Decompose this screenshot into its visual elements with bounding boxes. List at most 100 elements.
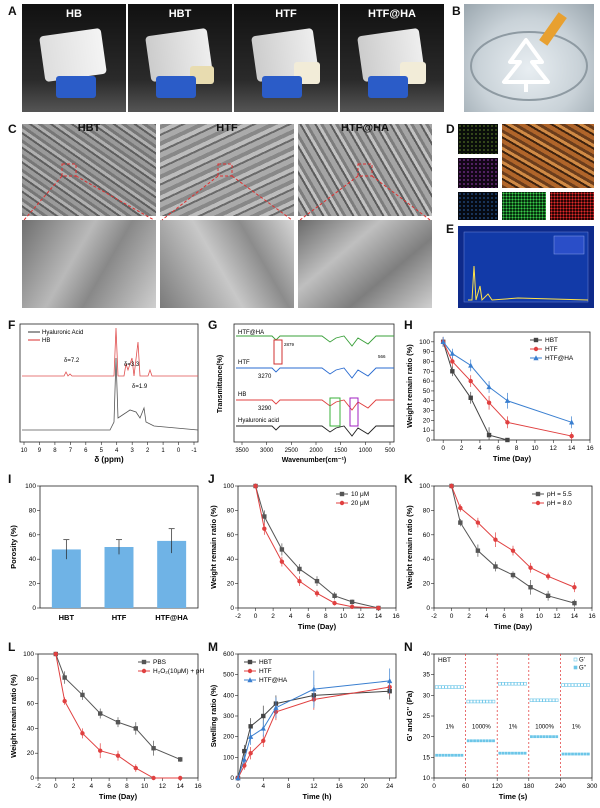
data-point xyxy=(569,419,575,425)
data-point xyxy=(314,591,320,596)
annotation: 2879 xyxy=(284,342,295,347)
data-point xyxy=(510,682,515,686)
data-point xyxy=(507,751,511,755)
data-point xyxy=(572,600,577,606)
data-point xyxy=(449,483,454,489)
data-point xyxy=(545,593,551,598)
data-point xyxy=(248,724,253,729)
data-point xyxy=(479,739,483,743)
eds-map-p xyxy=(550,192,594,220)
data-point xyxy=(450,685,455,689)
data-point xyxy=(520,751,524,755)
x-tick-label: -2 xyxy=(431,613,437,620)
data-point xyxy=(454,753,457,757)
legend-swatch xyxy=(573,657,578,662)
x-tick-label: 2 xyxy=(146,448,150,454)
data-point xyxy=(530,735,533,739)
panel-label-h: H xyxy=(404,318,413,332)
y-axis-label: Weight remain ratio (%) xyxy=(405,344,414,428)
chart-h: 0 2 4 6 8 10 12 14 16 0 10 20 30 40 50 60 70 80 90 100 Time … xyxy=(405,331,594,463)
data-point xyxy=(491,699,496,704)
series-g-double-prime xyxy=(435,735,590,757)
data-point xyxy=(62,698,67,704)
series-label: HTF xyxy=(238,360,250,366)
data-point xyxy=(486,400,492,405)
x-tick-label: 14 xyxy=(571,613,579,620)
data-point xyxy=(141,659,147,665)
data-point xyxy=(80,692,85,698)
gel-icon xyxy=(190,66,214,84)
data-point xyxy=(349,604,355,609)
data-point xyxy=(247,668,253,674)
x-tick-label: 4 xyxy=(90,783,94,790)
x-tick-label: 0 xyxy=(177,448,181,454)
x-axis-label: Time (Day) xyxy=(99,792,138,801)
data-point xyxy=(545,574,551,579)
data-point xyxy=(332,593,337,598)
legend-swatch xyxy=(573,665,578,670)
data-point xyxy=(551,698,556,702)
series-h-o-10-m-ph-5-5- xyxy=(53,651,183,781)
zoom-guide-lines xyxy=(23,163,431,221)
x-tick-label: 10 xyxy=(21,448,28,454)
series-line xyxy=(442,341,572,423)
legend-label: H₂O₂(10μM) + pH(5.5) xyxy=(153,668,204,675)
legend-label: G'' xyxy=(579,666,586,672)
y-tick-label: 20 xyxy=(423,417,431,424)
x-tick-label: 1 xyxy=(161,448,165,454)
data-point xyxy=(450,369,455,374)
chart-title: HBT xyxy=(438,657,451,664)
x-tick-label: 4 xyxy=(289,613,293,620)
y-axis-label: Weight remain ratio (%) xyxy=(9,674,18,758)
data-point xyxy=(504,682,508,686)
x-tick-label: 2 xyxy=(72,783,76,790)
data-point xyxy=(80,731,85,736)
data-point xyxy=(493,537,498,542)
data-point xyxy=(440,339,446,345)
x-tick-label: -1 xyxy=(191,448,197,454)
data-point xyxy=(586,683,591,687)
data-point xyxy=(533,346,539,352)
data-point xyxy=(458,505,463,511)
legend: pH = 5.5 pH = 8.0 xyxy=(532,491,572,507)
y-axis-label: Transmittance(%) xyxy=(217,355,224,413)
chart-i: 0 20 40 60 80 100 Porosity (%) HBT HTF HTF@HA xyxy=(9,483,199,622)
x-tick-label: 6 xyxy=(107,783,111,790)
data-point xyxy=(548,698,553,702)
legend-label: HB xyxy=(42,338,50,344)
y-tick-label: 30 xyxy=(423,408,431,415)
data-point xyxy=(555,698,559,702)
strain-label: 1% xyxy=(509,724,518,730)
data-point xyxy=(513,682,518,686)
sem-htf-zoom xyxy=(160,220,294,308)
data-point xyxy=(151,775,156,781)
y-axis-label: Weight remain ratio (%) xyxy=(405,505,414,589)
y-tick-label: 0 xyxy=(230,605,234,612)
data-point xyxy=(586,752,590,756)
data-point xyxy=(482,739,486,743)
panel-label-b: B xyxy=(452,4,461,18)
data-point xyxy=(476,699,480,704)
data-point xyxy=(542,698,546,702)
clip-icon xyxy=(156,76,196,98)
x-tick-label: 2 xyxy=(467,613,471,620)
y-tick-label: 60 xyxy=(227,532,235,539)
ftir-line xyxy=(236,335,394,347)
sem-htf-ha: HTF@HA xyxy=(298,124,432,216)
data-point xyxy=(542,735,546,739)
x-axis-label: Wavenumber(cm⁻¹) xyxy=(282,457,347,464)
strain-label: 1% xyxy=(572,724,581,730)
panel-label-c: C xyxy=(8,122,17,136)
legend: 10 μM 20 μM xyxy=(336,491,369,507)
data-point xyxy=(466,739,470,743)
x-tick-label: 7 xyxy=(69,448,73,454)
data-point xyxy=(564,683,568,687)
legend-label: PBS xyxy=(153,659,167,666)
x-axis-label: Time (Day) xyxy=(493,454,532,463)
data-point xyxy=(297,578,302,584)
x-tick-label: 8 xyxy=(515,445,519,452)
x-tick-label: 12 xyxy=(553,613,561,620)
data-point xyxy=(387,678,393,684)
data-point xyxy=(273,704,279,710)
